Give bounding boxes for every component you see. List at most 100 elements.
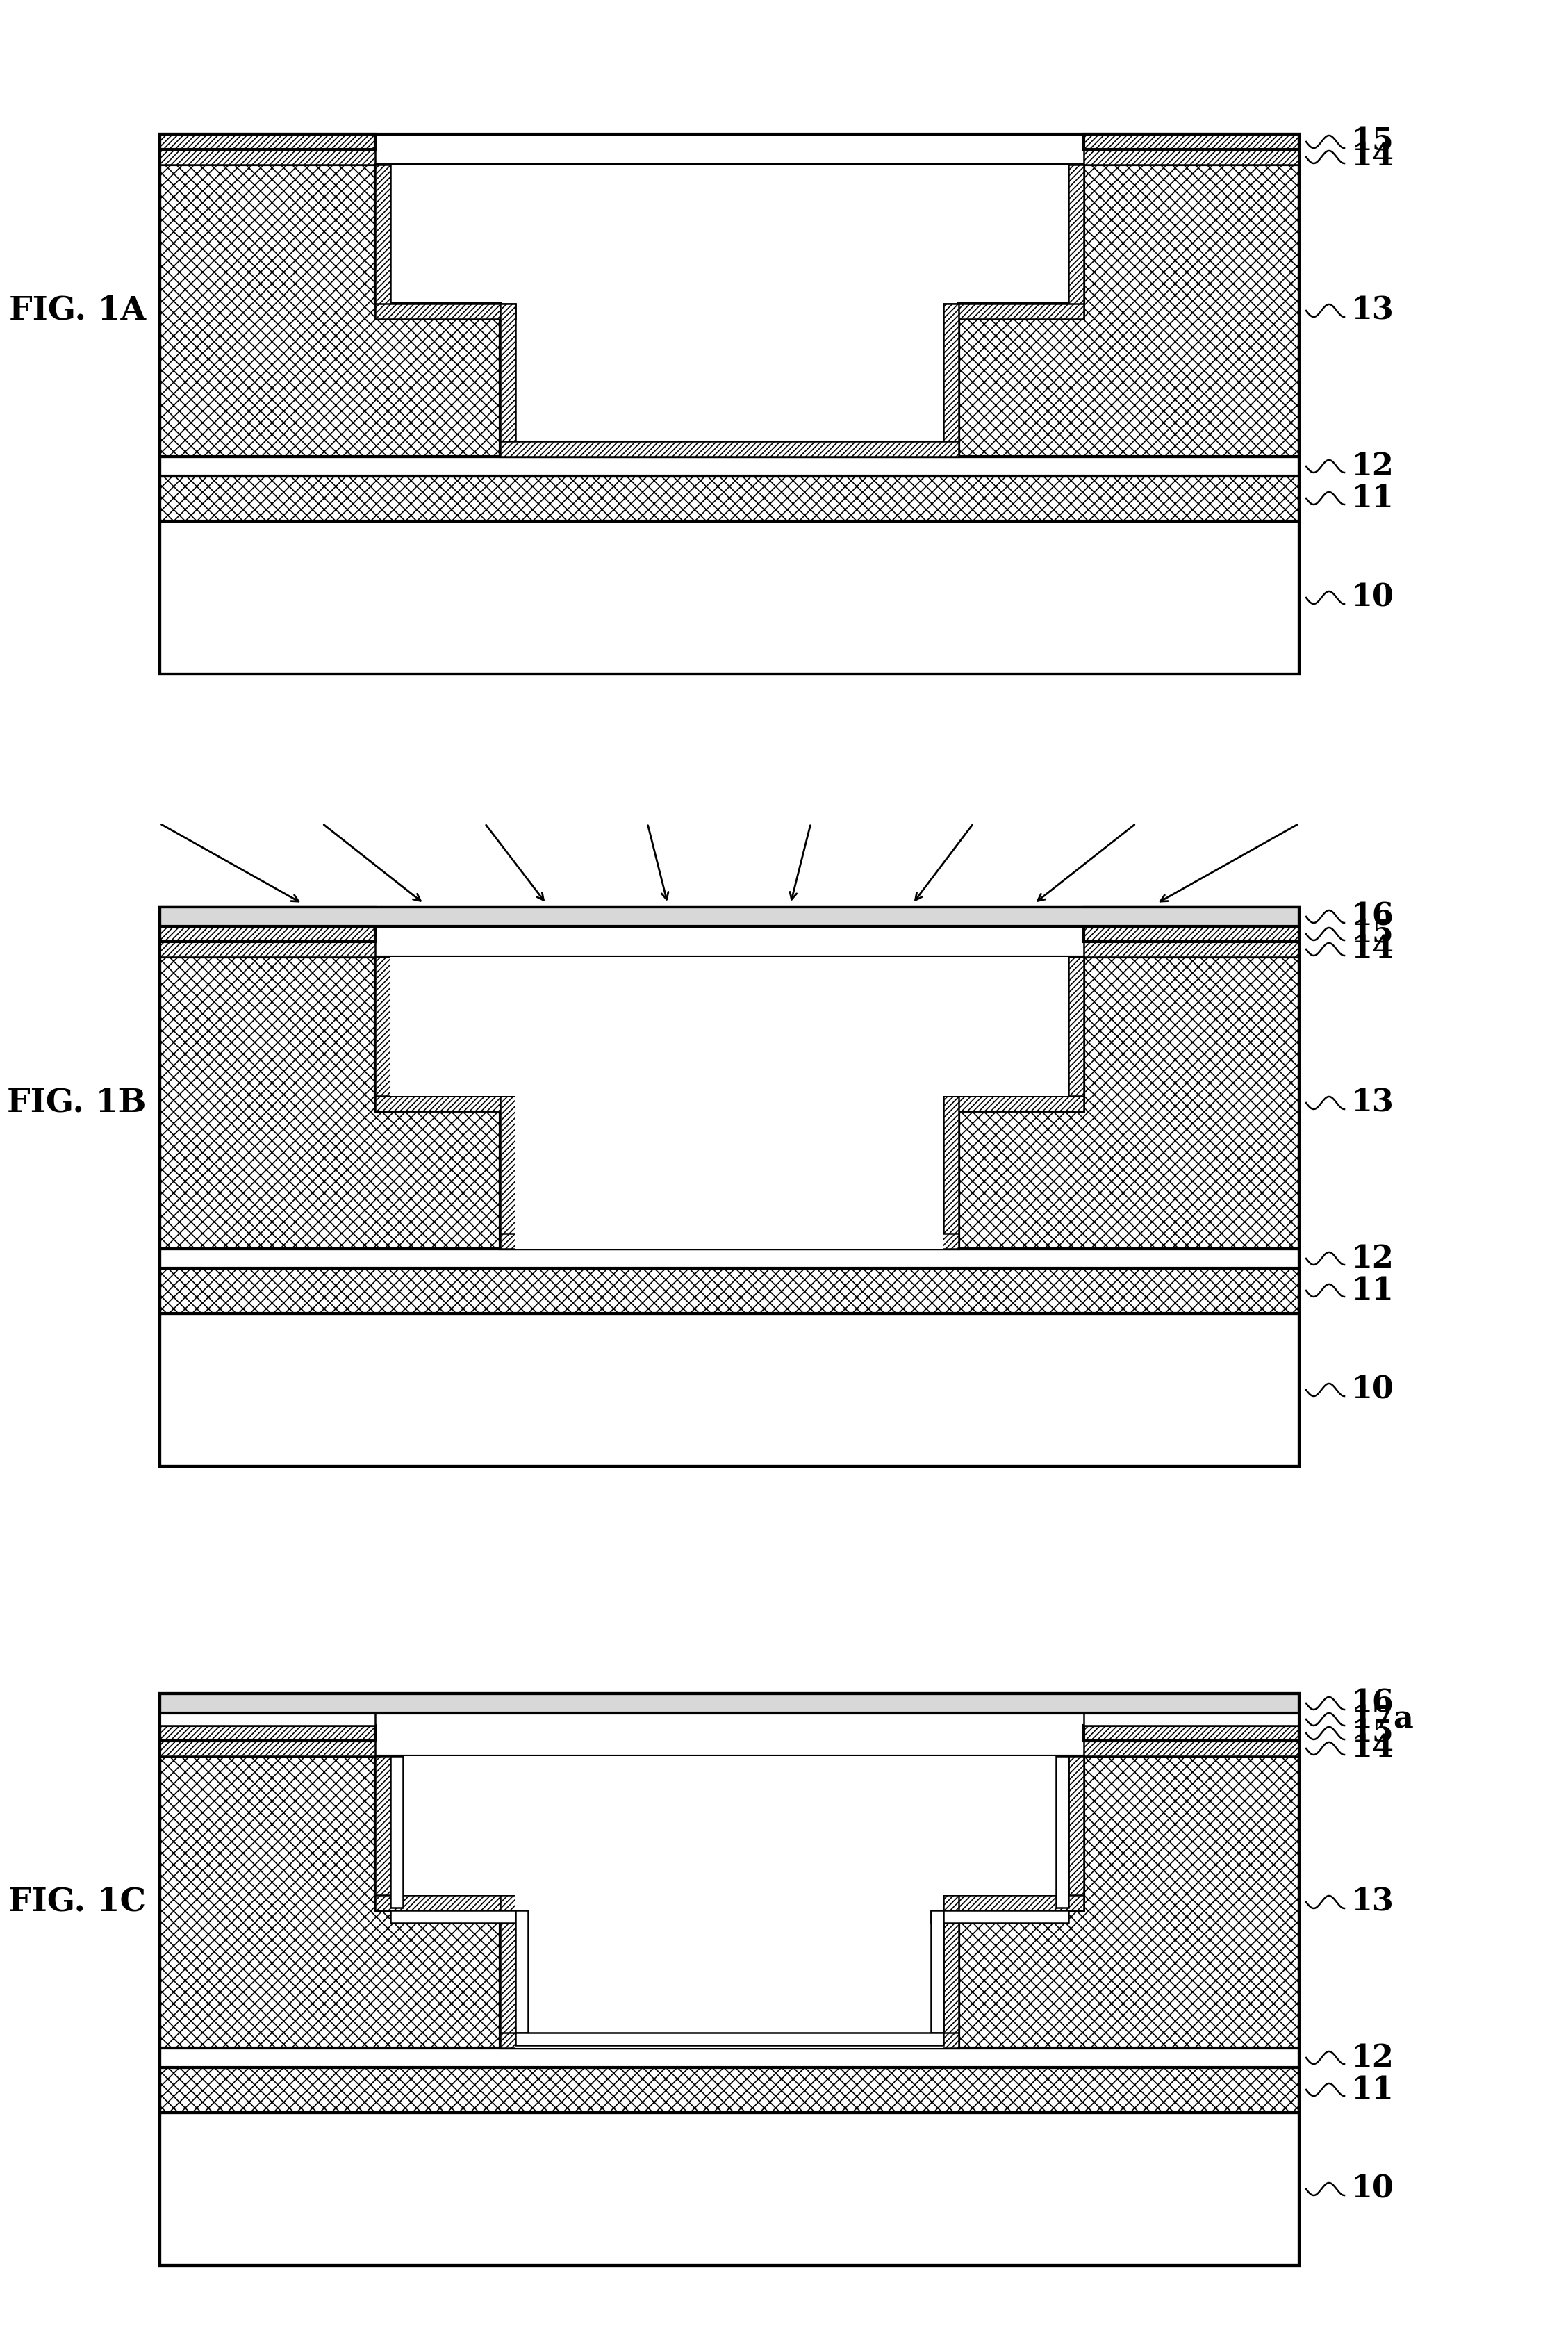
Text: FIG. 1A: FIG. 1A: [9, 294, 146, 327]
Bar: [160, 165, 1300, 456]
Text: 16: 16: [1352, 903, 1394, 931]
Bar: [1068, 1756, 1083, 1911]
Polygon shape: [390, 1756, 1068, 2048]
Text: 11: 11: [1352, 1277, 1394, 1305]
Bar: [1083, 150, 1300, 165]
Text: 13: 13: [1352, 1089, 1394, 1117]
Bar: [160, 943, 375, 957]
Bar: [500, 303, 516, 456]
Text: 15: 15: [1352, 127, 1394, 158]
Bar: [375, 1096, 516, 1112]
Bar: [516, 2034, 944, 2045]
Bar: [1083, 1740, 1300, 1756]
Text: 15: 15: [1352, 919, 1394, 950]
Bar: [160, 907, 1300, 926]
Bar: [500, 1895, 516, 2048]
Bar: [160, 1714, 375, 1726]
Text: 17a: 17a: [1352, 1704, 1414, 1735]
Text: 11: 11: [1352, 484, 1394, 513]
Bar: [375, 1096, 516, 1112]
Bar: [1068, 957, 1083, 1112]
Bar: [160, 134, 1300, 675]
Bar: [160, 522, 1300, 675]
Bar: [375, 957, 390, 1112]
Text: 14: 14: [1352, 933, 1394, 964]
Bar: [1068, 1756, 1083, 1911]
Text: 11: 11: [1352, 2076, 1394, 2104]
Bar: [375, 1895, 516, 1911]
Polygon shape: [375, 165, 1083, 456]
Bar: [944, 1096, 958, 1248]
Text: 15: 15: [1352, 1719, 1394, 1749]
Bar: [375, 1895, 516, 1911]
Bar: [160, 1314, 1300, 1467]
Bar: [160, 475, 1300, 522]
Bar: [944, 1895, 1083, 1911]
Polygon shape: [375, 1756, 1083, 2048]
Bar: [160, 2067, 1300, 2114]
Bar: [160, 456, 1300, 475]
Bar: [160, 1726, 375, 1740]
Bar: [944, 1895, 1083, 1911]
Polygon shape: [375, 957, 1083, 1248]
Bar: [1083, 943, 1300, 957]
Bar: [160, 926, 375, 943]
Bar: [375, 165, 390, 320]
Bar: [160, 1740, 375, 1756]
Bar: [500, 442, 958, 456]
Bar: [500, 1895, 516, 2048]
Text: 10: 10: [1352, 583, 1394, 614]
Text: 10: 10: [1352, 2175, 1394, 2203]
Bar: [931, 1911, 944, 2034]
Bar: [160, 957, 1300, 1248]
Bar: [944, 1096, 1083, 1112]
Bar: [1083, 926, 1300, 943]
Bar: [375, 303, 516, 320]
Bar: [160, 150, 375, 165]
Bar: [160, 907, 375, 926]
Text: 12: 12: [1352, 1244, 1394, 1274]
Bar: [160, 907, 1300, 926]
Bar: [516, 1911, 528, 2034]
Bar: [390, 1756, 403, 1907]
Text: 13: 13: [1352, 1888, 1394, 1916]
Bar: [1055, 1756, 1068, 1907]
Bar: [1083, 907, 1300, 926]
Bar: [160, 1756, 1300, 2048]
Text: 12: 12: [1352, 2043, 1394, 2074]
Bar: [500, 2034, 958, 2048]
Polygon shape: [390, 957, 1068, 1248]
Text: 14: 14: [1352, 1733, 1394, 1763]
Bar: [160, 907, 1300, 1467]
Bar: [944, 1096, 958, 1248]
Bar: [944, 1096, 1083, 1112]
Bar: [500, 1234, 958, 1248]
Bar: [160, 1693, 1300, 2266]
Bar: [1083, 134, 1300, 150]
Bar: [500, 1096, 516, 1248]
Bar: [1068, 165, 1083, 320]
Bar: [390, 1911, 528, 1923]
Text: 10: 10: [1352, 1375, 1394, 1406]
Bar: [1083, 1726, 1300, 1740]
Bar: [160, 1693, 1300, 1714]
Bar: [931, 1911, 1068, 1923]
Bar: [160, 2114, 1300, 2266]
Bar: [944, 1895, 958, 2048]
Bar: [160, 1248, 1300, 1267]
Bar: [375, 957, 390, 1112]
Bar: [1083, 1714, 1300, 1726]
Bar: [944, 303, 958, 456]
Bar: [944, 1895, 958, 2048]
Bar: [160, 2048, 1300, 2067]
Bar: [944, 303, 1083, 320]
Bar: [500, 1096, 516, 1248]
Bar: [160, 134, 375, 150]
Text: FIG. 1C: FIG. 1C: [8, 1886, 146, 1918]
Bar: [375, 1756, 390, 1911]
Bar: [1068, 957, 1083, 1112]
Text: 13: 13: [1352, 296, 1394, 324]
Text: 16: 16: [1352, 1688, 1394, 1719]
Bar: [500, 2034, 958, 2048]
Bar: [160, 1267, 1300, 1314]
